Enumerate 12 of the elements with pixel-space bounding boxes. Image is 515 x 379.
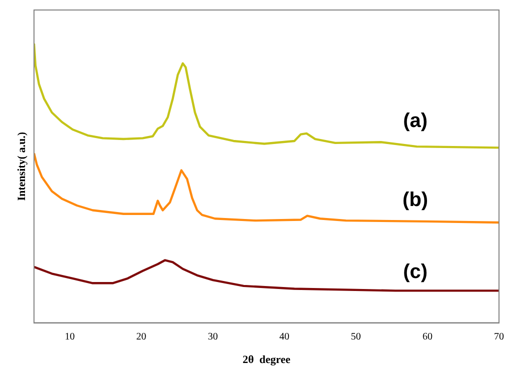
y-axis-title: Intensity( a.u.) — [16, 132, 28, 201]
x-tick-label: 70 — [494, 331, 504, 342]
x-tick-label: 40 — [279, 331, 290, 342]
x-tick-label: 20 — [136, 331, 146, 342]
x-tick-label: 10 — [64, 331, 75, 342]
series-label: (c) — [403, 261, 428, 284]
x-tick-label: 50 — [350, 331, 361, 342]
x-tick-label: 60 — [422, 331, 432, 342]
x-tick-label: 30 — [208, 331, 218, 342]
series-label: (a) — [403, 110, 428, 132]
x-axis-title: 2θ degree — [242, 354, 290, 366]
series-label: (b) — [402, 189, 428, 212]
